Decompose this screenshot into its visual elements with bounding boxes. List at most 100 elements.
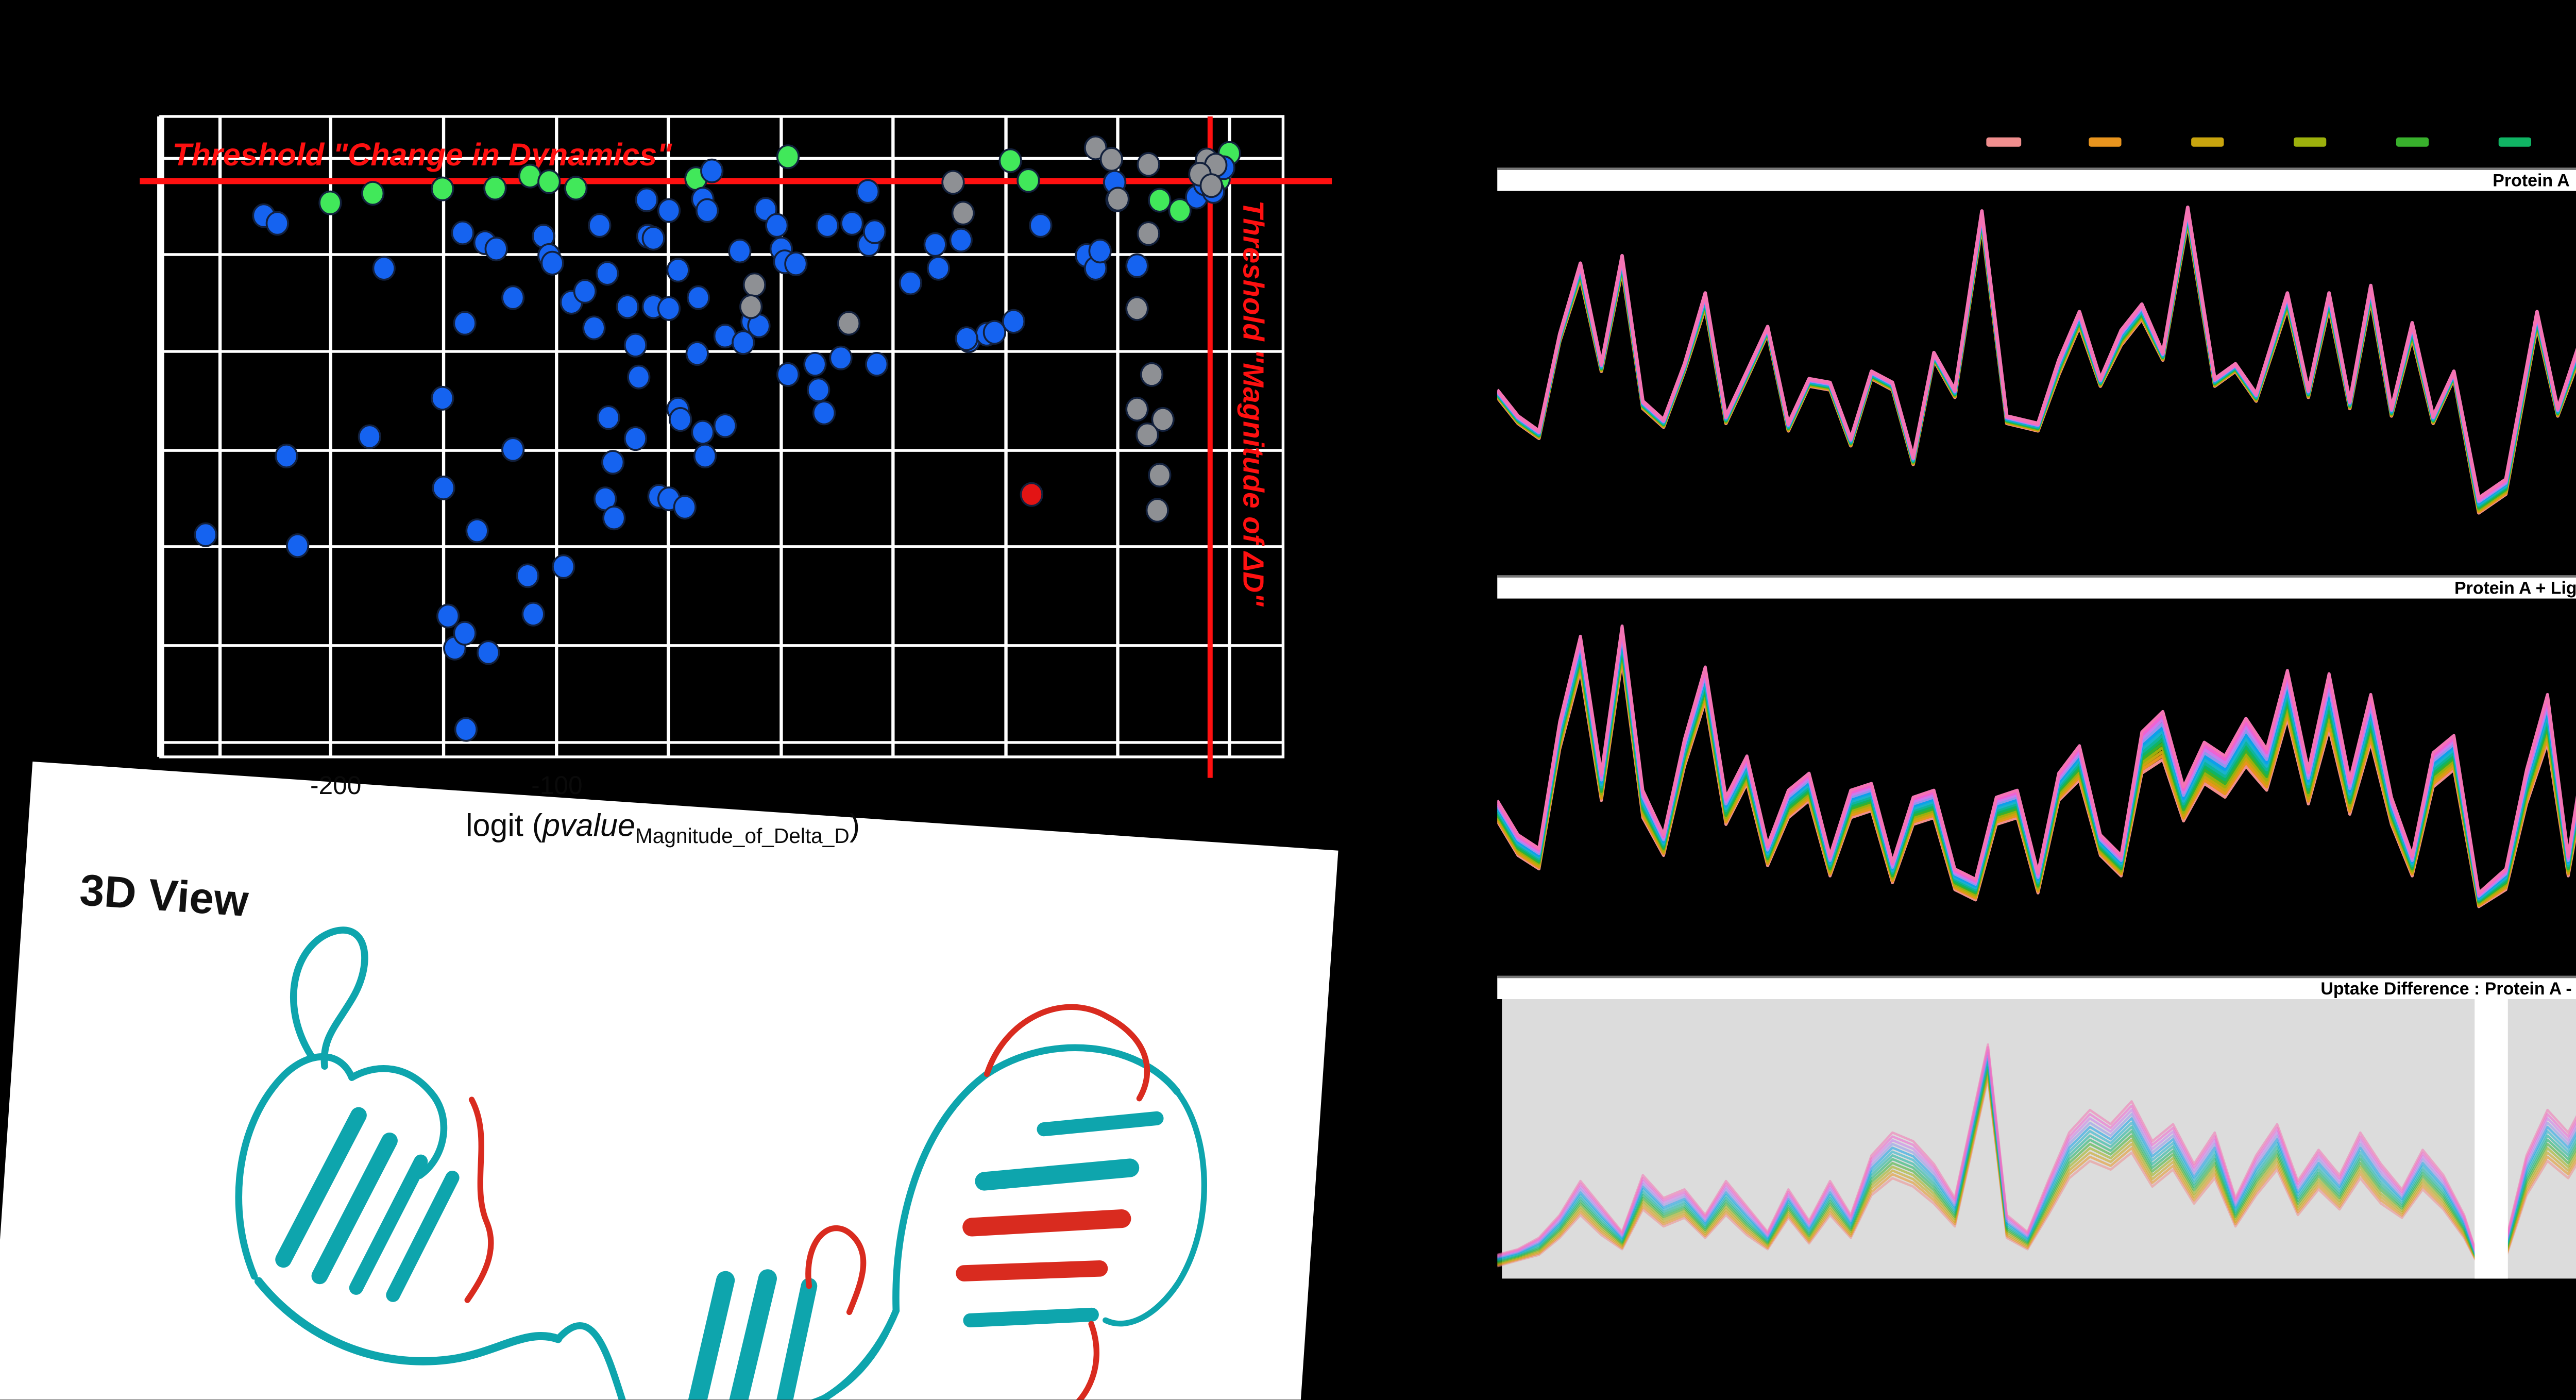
- scatter-point[interactable]: [431, 385, 454, 411]
- scatter-point[interactable]: [453, 620, 477, 646]
- scatter-point[interactable]: [432, 475, 455, 500]
- scatter-point[interactable]: [669, 407, 692, 432]
- scatter-point[interactable]: [657, 296, 681, 321]
- scatter-point[interactable]: [1145, 498, 1169, 523]
- scatter-point[interactable]: [275, 444, 298, 468]
- scatter-point[interactable]: [518, 163, 542, 189]
- scatter-point[interactable]: [537, 169, 561, 194]
- scatter-point[interactable]: [837, 311, 861, 336]
- scatter-point[interactable]: [1136, 422, 1159, 447]
- scatter-point[interactable]: [713, 413, 737, 438]
- scatter-point[interactable]: [949, 228, 973, 252]
- scatter-point[interactable]: [1125, 296, 1149, 321]
- scatter-point[interactable]: [361, 181, 385, 206]
- scatter-point[interactable]: [816, 213, 839, 238]
- scatter-point[interactable]: [501, 285, 525, 310]
- volcano-plot[interactable]: Threshold "Change in Dynamics" Threshold …: [140, 89, 1332, 857]
- scatter-point[interactable]: [765, 213, 789, 238]
- scatter-point[interactable]: [465, 518, 489, 544]
- scatter-point[interactable]: [1148, 463, 1172, 487]
- scatter-point[interactable]: [686, 285, 710, 310]
- scatter-point[interactable]: [265, 211, 289, 236]
- scatter-point[interactable]: [540, 250, 564, 276]
- scatter-point[interactable]: [1020, 482, 1043, 507]
- scatter-point[interactable]: [1199, 173, 1223, 198]
- scatter-point[interactable]: [926, 256, 951, 281]
- scatter-point[interactable]: [673, 495, 697, 520]
- scatter-point[interactable]: [623, 426, 648, 451]
- scatter-point[interactable]: [564, 176, 588, 201]
- scatter-point[interactable]: [372, 256, 396, 281]
- legend-swatch[interactable]: [2191, 137, 2225, 147]
- scatter-point[interactable]: [1168, 198, 1192, 223]
- scatter-point[interactable]: [998, 148, 1022, 173]
- scatter-point[interactable]: [573, 279, 597, 304]
- scatter-point[interactable]: [477, 640, 500, 665]
- scatter-point[interactable]: [657, 198, 681, 223]
- scatter-point[interactable]: [194, 522, 217, 547]
- legend-swatch[interactable]: [2396, 137, 2430, 147]
- scatter-point[interactable]: [856, 179, 880, 204]
- scatter-point[interactable]: [700, 158, 724, 183]
- scatter-point[interactable]: [453, 311, 477, 336]
- uptake-difference-chart[interactable]: [1497, 999, 2576, 1283]
- scatter-point[interactable]: [597, 405, 620, 430]
- uptake-chart-protein-a-ligand[interactable]: [1497, 599, 2576, 941]
- scatter-point[interactable]: [691, 419, 715, 445]
- scatter-point[interactable]: [1137, 221, 1160, 246]
- legend-swatch[interactable]: [2293, 137, 2327, 147]
- scatter-point[interactable]: [742, 272, 767, 297]
- uptake-chart-protein-a[interactable]: [1497, 189, 2576, 561]
- scatter-point[interactable]: [1029, 213, 1053, 238]
- scatter-point[interactable]: [641, 226, 665, 251]
- scatter-point[interactable]: [623, 332, 648, 358]
- scatter-point[interactable]: [693, 444, 717, 468]
- scatter-point[interactable]: [666, 258, 690, 283]
- scatter-point[interactable]: [484, 237, 508, 262]
- legend-swatch[interactable]: [1986, 137, 2020, 147]
- scatter-point[interactable]: [1151, 407, 1175, 432]
- scatter-point[interactable]: [732, 330, 755, 355]
- scatter-point[interactable]: [1125, 397, 1149, 422]
- scatter-point[interactable]: [1002, 309, 1026, 334]
- scatter-point[interactable]: [812, 400, 836, 426]
- scatter-point[interactable]: [807, 377, 831, 402]
- scatter-point[interactable]: [1148, 188, 1172, 213]
- scatter-point[interactable]: [627, 364, 651, 390]
- scatter-point[interactable]: [483, 176, 507, 201]
- scatter-point[interactable]: [616, 294, 639, 319]
- scatter-point[interactable]: [1016, 168, 1040, 193]
- scatter-point[interactable]: [982, 320, 1007, 345]
- scatter-point[interactable]: [1140, 362, 1164, 387]
- scatter-point[interactable]: [951, 200, 975, 226]
- scatter-point[interactable]: [588, 213, 612, 238]
- scatter-point[interactable]: [286, 533, 310, 558]
- scatter-point[interactable]: [1099, 147, 1123, 172]
- scatter-point[interactable]: [602, 505, 626, 531]
- scatter-point[interactable]: [941, 170, 965, 195]
- scatter-point[interactable]: [776, 362, 800, 387]
- scatter-point[interactable]: [865, 351, 889, 377]
- scatter-point[interactable]: [784, 251, 808, 277]
- scatter-point[interactable]: [1088, 239, 1112, 264]
- scatter-point[interactable]: [696, 198, 719, 223]
- legend-swatch[interactable]: [2498, 137, 2532, 147]
- scatter-point[interactable]: [776, 144, 800, 170]
- scatter-point[interactable]: [1083, 136, 1108, 160]
- scatter-point[interactable]: [521, 601, 545, 627]
- structure-viewer-card[interactable]: 3D View: [0, 761, 1338, 1400]
- scatter-point[interactable]: [601, 450, 625, 475]
- scatter-point[interactable]: [863, 219, 887, 244]
- scatter-point[interactable]: [635, 187, 658, 212]
- scatter-point[interactable]: [840, 211, 864, 236]
- scatter-point[interactable]: [436, 603, 460, 629]
- scatter-point[interactable]: [596, 261, 619, 286]
- scatter-point[interactable]: [899, 271, 922, 296]
- scatter-point[interactable]: [451, 221, 474, 245]
- scatter-point[interactable]: [1106, 187, 1130, 212]
- scatter-point[interactable]: [552, 554, 575, 579]
- protein-ribbon-3d[interactable]: [0, 762, 1338, 1400]
- scatter-point[interactable]: [728, 239, 752, 264]
- scatter-point[interactable]: [431, 176, 454, 201]
- scatter-point[interactable]: [739, 294, 763, 319]
